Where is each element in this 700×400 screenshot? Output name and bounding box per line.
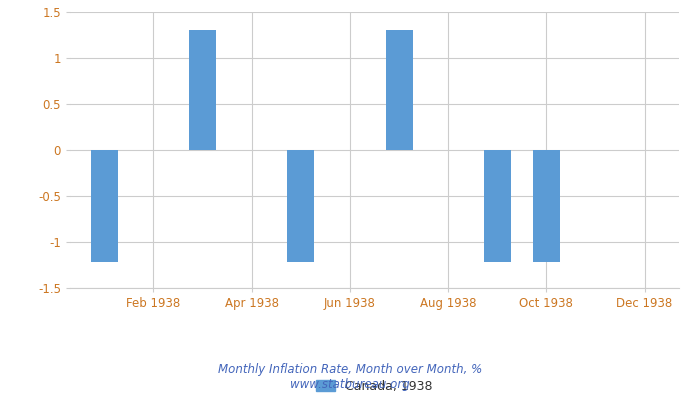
Bar — [91, 150, 118, 262]
Text: Monthly Inflation Rate, Month over Month, %: Monthly Inflation Rate, Month over Month… — [218, 364, 482, 376]
Bar — [189, 30, 216, 150]
Bar — [484, 150, 511, 262]
Bar — [386, 30, 412, 150]
Bar — [533, 150, 560, 262]
Text: www.statbureau.org: www.statbureau.org — [290, 378, 410, 391]
Bar — [287, 150, 314, 262]
Legend: Canada, 1938: Canada, 1938 — [312, 375, 438, 398]
